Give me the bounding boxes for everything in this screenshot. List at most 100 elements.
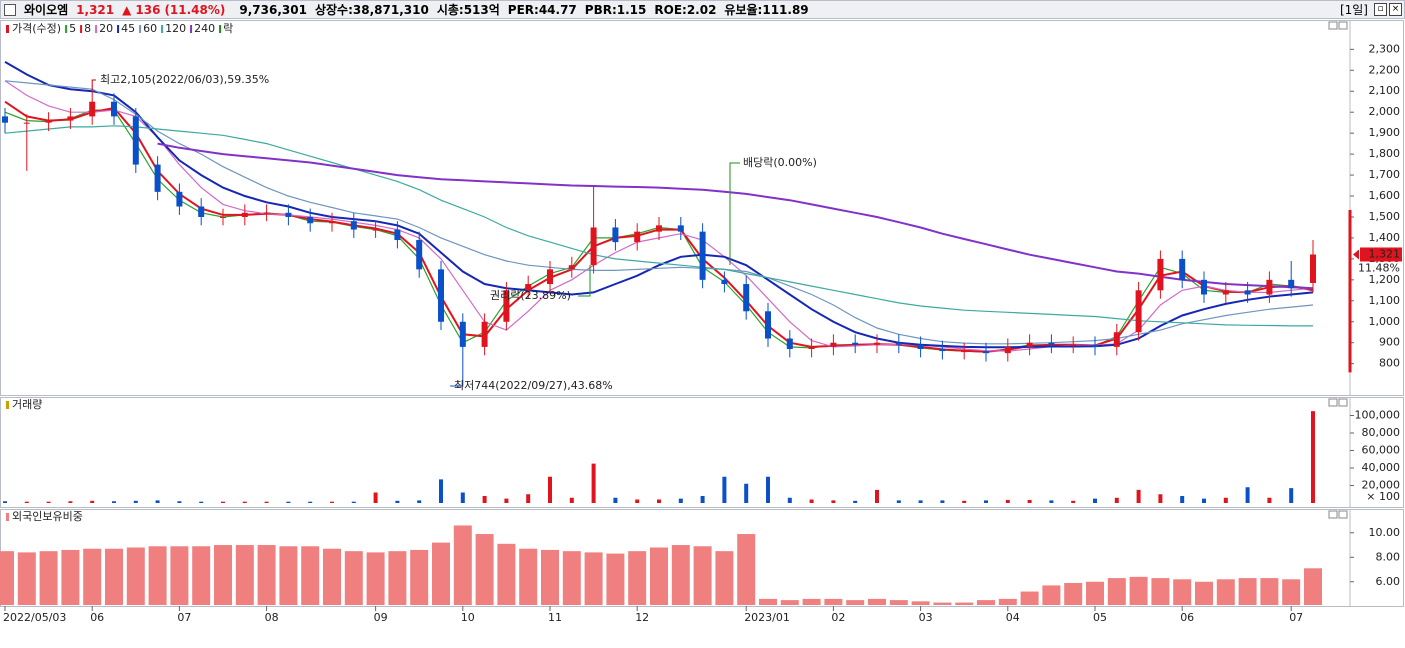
bar <box>1245 487 1250 503</box>
y-tick-label: 800 <box>1379 357 1400 370</box>
bar <box>3 501 7 503</box>
candle-body <box>1135 290 1142 333</box>
bar <box>868 598 886 605</box>
candle-body <box>568 265 575 270</box>
annotation: 권리락(23.89%) <box>490 289 571 302</box>
candle-body <box>1179 258 1186 280</box>
candle-body <box>634 231 641 243</box>
legend-marker <box>117 25 120 33</box>
listed: 상장수:38,871,310 <box>314 3 429 17</box>
candle-body <box>1244 290 1251 295</box>
y-tick-label: 1,700 <box>1369 168 1401 181</box>
y-tick-label: 8.00 <box>1376 550 1401 563</box>
bar <box>366 552 385 605</box>
bar <box>68 501 73 503</box>
bar <box>24 501 29 503</box>
checkbox[interactable] <box>4 3 16 16</box>
bar <box>1158 494 1163 503</box>
candle-body <box>307 216 314 224</box>
bar <box>17 552 36 605</box>
price-pointer <box>1353 249 1359 260</box>
bar <box>650 547 668 605</box>
legend-marker <box>80 25 83 33</box>
panel-button[interactable] <box>1338 21 1348 30</box>
moving-average-line <box>157 142 1314 290</box>
bar <box>105 548 123 605</box>
close-button[interactable]: × <box>1389 3 1402 16</box>
panel-title: 거래량 <box>12 398 42 411</box>
bar <box>279 546 298 605</box>
restore-button[interactable]: ▫ <box>1374 3 1387 16</box>
panel-button[interactable] <box>1328 21 1338 30</box>
bar <box>308 501 313 503</box>
bar <box>606 553 625 605</box>
panel-button[interactable] <box>1328 510 1338 519</box>
legend-marker <box>161 25 164 33</box>
bar <box>569 497 574 503</box>
candle-body <box>416 240 423 270</box>
bar <box>1049 500 1054 503</box>
y-tick-label: 2,000 <box>1369 105 1401 118</box>
bar <box>853 500 858 503</box>
bar <box>802 598 821 605</box>
x-tick-label: 02 <box>831 611 845 624</box>
candle-body <box>961 351 968 353</box>
candle-body <box>220 216 226 218</box>
bar <box>548 476 552 503</box>
candle-body <box>1048 342 1055 345</box>
bar <box>744 483 749 503</box>
bar <box>875 489 879 503</box>
bar <box>460 492 465 503</box>
bar <box>1042 585 1061 605</box>
panel-button[interactable] <box>1338 510 1348 519</box>
bar <box>933 602 952 605</box>
bar <box>1267 497 1272 503</box>
panel-button[interactable] <box>1338 398 1348 407</box>
panel-button[interactable] <box>1328 398 1338 407</box>
bar <box>1223 497 1228 503</box>
bar <box>940 500 945 503</box>
annotation-arrow <box>450 375 464 387</box>
bar <box>584 552 603 605</box>
bar <box>432 542 450 605</box>
legend-marker <box>190 25 193 33</box>
candle-body <box>503 290 510 322</box>
bar <box>126 547 145 605</box>
bar <box>155 500 160 503</box>
bar <box>257 545 276 605</box>
bar <box>1151 578 1170 605</box>
x-tick-label: 2023/01 <box>744 611 790 624</box>
bar <box>221 501 225 503</box>
candle-body <box>895 342 902 345</box>
bar <box>1064 582 1083 605</box>
bar <box>824 598 843 605</box>
bar <box>635 499 640 503</box>
bar <box>715 551 734 605</box>
annotation: 최저744(2022/09/27),43.68% <box>454 379 613 392</box>
bar <box>344 551 363 605</box>
bar <box>475 534 494 605</box>
bar <box>395 500 400 503</box>
bar <box>1282 579 1301 605</box>
candle-body <box>45 120 52 123</box>
bar <box>1195 581 1213 605</box>
last-price: 1,321 <box>1369 247 1401 260</box>
legend-marker <box>139 25 142 33</box>
legend-entry: 5 <box>69 22 76 35</box>
bar <box>1107 578 1126 605</box>
bar <box>526 494 531 503</box>
bar <box>541 549 559 605</box>
candle-body <box>1092 344 1098 347</box>
bar <box>831 500 836 503</box>
bar <box>918 500 923 503</box>
y-tick-label: 2,100 <box>1369 84 1401 97</box>
bar <box>388 551 407 605</box>
legend-entry: 락 <box>223 22 233 35</box>
legend-entry: 240 <box>194 22 215 35</box>
bar <box>504 498 509 503</box>
y-tick-label: 2,300 <box>1369 42 1401 55</box>
candle-body <box>1222 290 1229 295</box>
period[interactable]: [1일] <box>1339 3 1368 17</box>
x-tick-label: 11 <box>548 611 562 624</box>
